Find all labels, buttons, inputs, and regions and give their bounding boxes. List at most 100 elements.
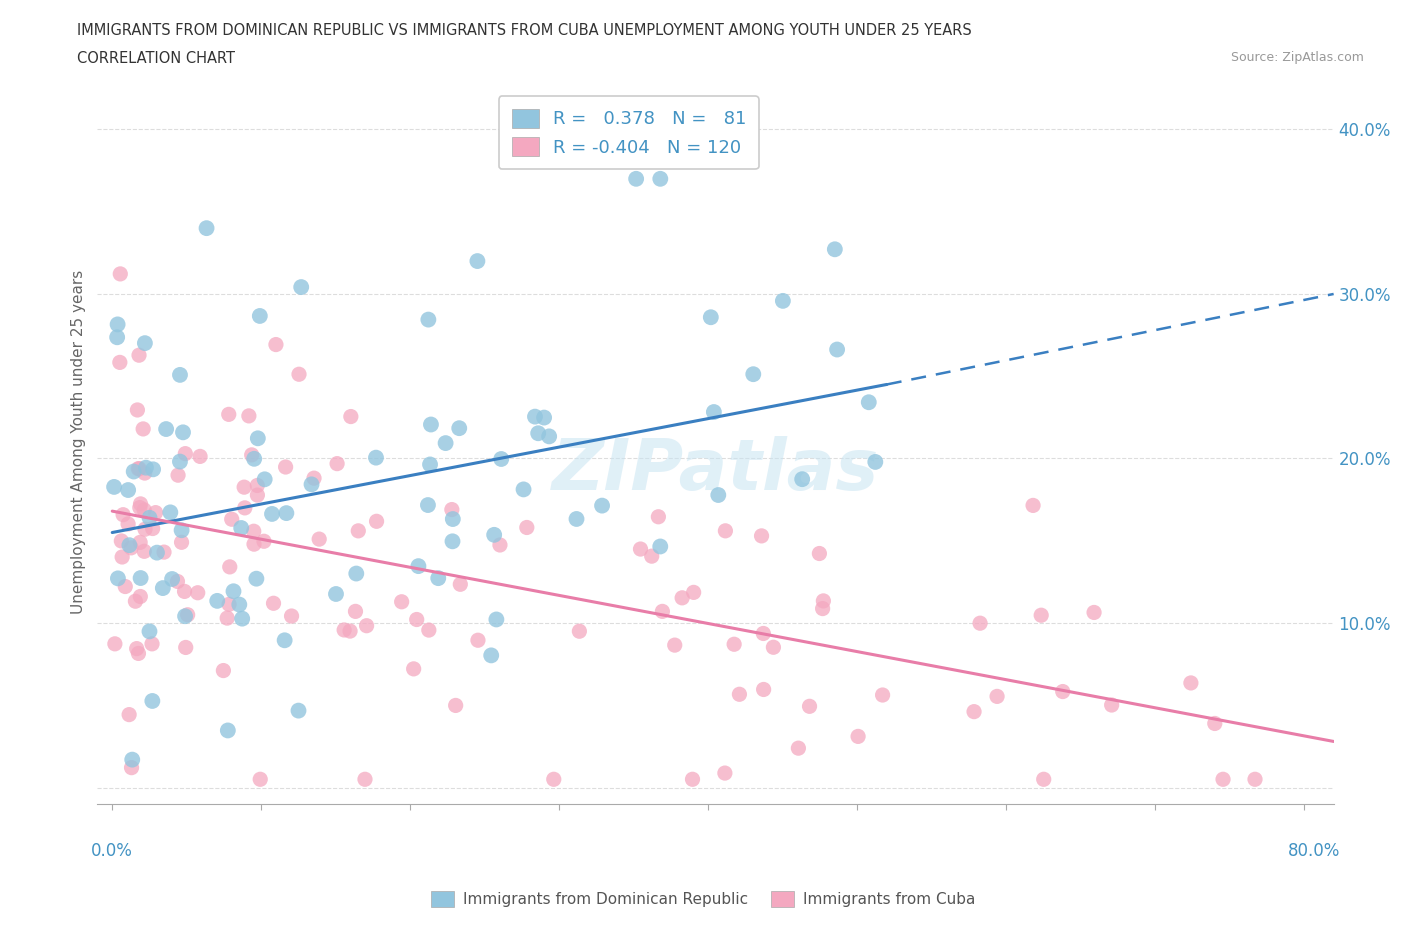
Point [145,505,167,520]
Point [114,579,136,594]
Point [301,477,323,492]
Point [118,538,141,552]
Point [647,510,669,525]
Point [134,466,156,481]
Point [128,348,150,363]
Point [127,461,149,476]
Point [467,254,489,269]
Point [308,532,330,547]
Point [104,636,127,651]
Point [441,534,464,549]
Point [772,294,794,309]
Point [142,521,165,536]
Point [651,604,673,618]
Point [302,471,325,485]
Point [217,723,239,737]
Point [260,507,283,522]
Point [231,611,253,626]
Point [762,640,785,655]
Point [728,687,751,702]
Point [124,593,146,608]
Point [134,522,156,537]
Point [872,687,894,702]
Point [221,512,243,526]
Point [1083,605,1105,620]
Point [354,772,377,787]
Point [1212,772,1234,787]
Text: 80.0%: 80.0% [1288,842,1340,859]
Point [813,593,835,608]
Point [969,616,991,631]
Point [129,535,152,550]
Point [245,571,267,586]
Point [752,626,775,641]
Point [103,480,125,495]
Point [808,546,831,561]
Point [344,566,367,581]
Point [846,729,869,744]
Point [1022,498,1045,512]
Point [700,310,723,325]
Point [159,505,181,520]
Point [1180,675,1202,690]
Point [242,524,264,538]
Point [391,594,413,609]
Point [408,559,430,574]
Point [134,502,156,517]
Point [703,405,725,419]
Point [792,472,814,486]
Point [212,663,235,678]
Legend: R =   0.378   N =   81, R = -0.404   N = 120: R = 0.378 N = 81, R = -0.404 N = 120 [499,97,759,169]
Point [249,309,271,324]
Point [441,512,464,526]
Point [527,426,550,441]
Point [166,574,188,589]
Point [238,408,260,423]
Point [516,520,538,535]
Point [356,618,378,633]
Point [263,596,285,611]
Point [110,534,132,549]
Point [524,409,547,424]
Point [641,549,664,564]
Point [543,772,565,787]
Point [218,597,240,612]
Point [117,516,139,531]
Point [682,585,704,600]
Point [963,704,986,719]
Point [167,468,190,483]
Point [533,410,555,425]
Point [253,472,276,486]
Point [664,638,686,653]
Point [434,435,457,450]
Point [427,571,450,586]
Point [195,220,218,235]
Point [141,694,163,709]
Point [538,429,561,444]
Point [420,417,443,432]
Point [233,480,256,495]
Point [118,707,141,722]
Point [121,760,143,775]
Point [1032,772,1054,787]
Point [366,514,388,529]
Point [170,523,193,538]
Point [231,521,253,536]
Text: IMMIGRANTS FROM DOMINICAN REPUBLIC VS IMMIGRANTS FROM CUBA UNEMPLOYMENT AMONG YO: IMMIGRANTS FROM DOMINICAN REPUBLIC VS IM… [77,23,972,38]
Point [228,597,250,612]
Point [418,622,440,637]
Point [444,698,467,713]
Point [287,703,309,718]
Point [173,584,195,599]
Point [1244,772,1267,787]
Point [467,632,489,647]
Point [128,500,150,515]
Point [347,524,370,538]
Legend: Immigrants from Dominican Republic, Immigrants from Cuba: Immigrants from Dominican Republic, Immi… [425,884,981,913]
Point [222,584,245,599]
Point [246,487,269,502]
Point [107,571,129,586]
Point [108,355,131,370]
Point [825,342,848,357]
Point [482,527,505,542]
